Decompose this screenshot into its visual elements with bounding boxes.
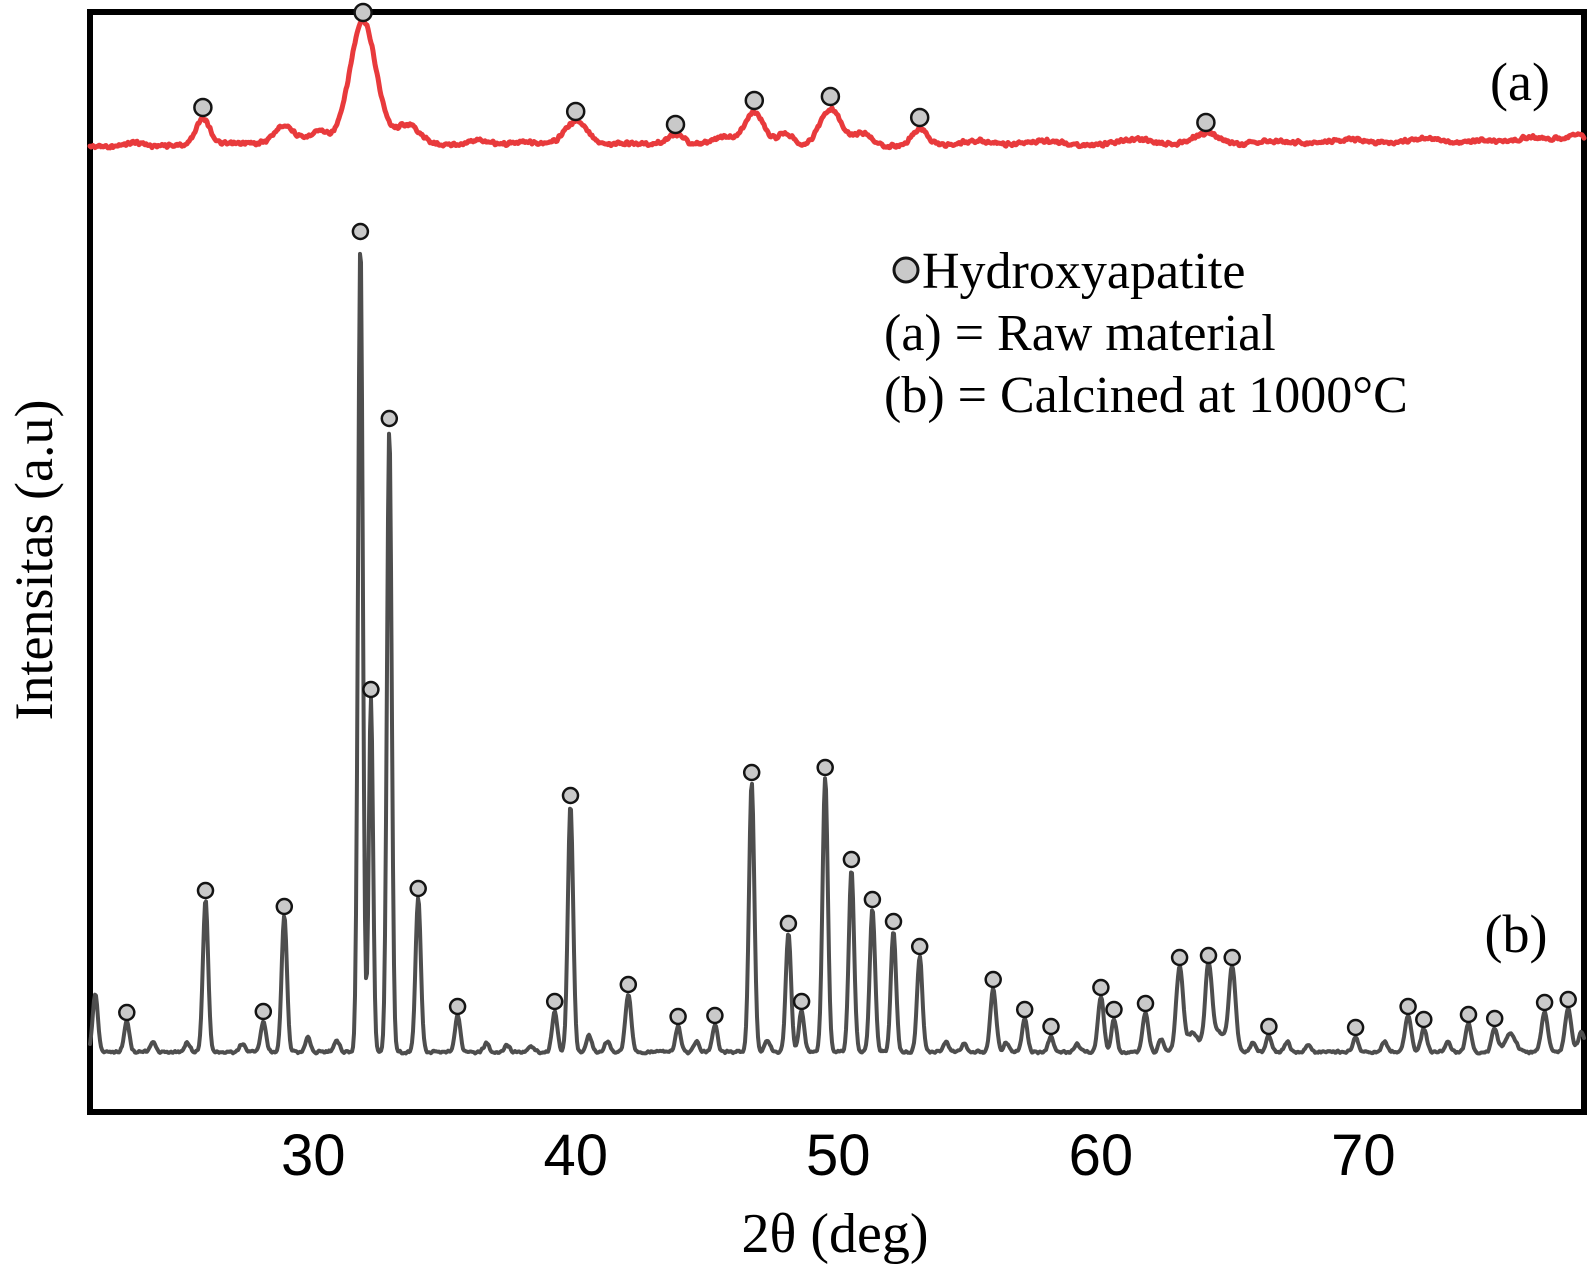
hydroxyapatite-peak-marker [884, 912, 903, 931]
x-tick-50: 50 [806, 1123, 871, 1188]
hydroxyapatite-peak-marker [353, 2, 373, 23]
curve-calcined-1000c [88, 251, 1586, 1056]
hydroxyapatite-peak-marker [820, 86, 841, 107]
hydroxyapatite-peak-marker [665, 114, 686, 135]
hydroxyapatite-peak-marker [1136, 994, 1155, 1013]
hydroxyapatite-peak-marker [1105, 1000, 1123, 1019]
hydroxyapatite-peak-marker [275, 897, 294, 916]
series-a-label: (a) [1490, 52, 1550, 112]
hydroxyapatite-peak-marker [1196, 112, 1216, 133]
hydroxyapatite-peak-marker [1559, 990, 1577, 1009]
hydroxyapatite-peak-marker [909, 107, 930, 128]
hydroxyapatite-peak-marker [1260, 1017, 1278, 1036]
curve-raw-material [87, 17, 1587, 151]
hydroxyapatite-peak-marker [193, 97, 213, 118]
hydroxyapatite-peak-marker [792, 992, 811, 1011]
hydroxyapatite-peak-marker [669, 1007, 687, 1026]
hydroxyapatite-peak-marker [1535, 993, 1554, 1012]
hydroxyapatite-peak-marker [1223, 948, 1241, 967]
x-axis-tick-labels: 30 40 50 60 70 [281, 1123, 1396, 1188]
hydroxyapatite-peak-marker [984, 970, 1002, 989]
hydroxyapatite-peak-marker [351, 222, 370, 241]
hydroxyapatite-peak-marker [196, 881, 215, 900]
legend-hydroxyapatite-label: Hydroxyapatite [922, 243, 1245, 300]
hydroxyapatite-peak-marker [118, 1003, 136, 1022]
hydroxyapatite-peak-marker [1346, 1018, 1365, 1037]
x-axis-title: 2θ (deg) [742, 1203, 929, 1265]
x-tick-60: 60 [1069, 1123, 1134, 1188]
hydroxyapatite-peak-marker [448, 997, 467, 1016]
x-tick-30: 30 [281, 1123, 346, 1188]
hydroxyapatite-peak-marker [1459, 1005, 1478, 1024]
hydroxyapatite-peak-marker [742, 763, 761, 782]
hydroxyapatite-peak-marker [816, 758, 834, 777]
hydroxyapatite-peak-marker [842, 850, 861, 869]
series-a-peak-markers [193, 2, 1216, 135]
hydroxyapatite-peak-marker [409, 879, 427, 898]
legend-raw-material-label: (a) = Raw material [884, 305, 1276, 362]
hydroxyapatite-peak-marker [545, 992, 564, 1011]
plot-frame [87, 9, 1587, 1115]
hydroxyapatite-peak-marker [1015, 1000, 1034, 1019]
hydroxyapatite-peak-marker [910, 937, 929, 956]
hydroxyapatite-peak-marker [706, 1006, 724, 1025]
hydroxyapatite-peak-marker [1399, 997, 1417, 1016]
hydroxyapatite-marker-icon [892, 256, 920, 284]
hydroxyapatite-peak-marker [1042, 1017, 1060, 1036]
series-b-label: (b) [1485, 904, 1548, 964]
hydroxyapatite-peak-marker [1485, 1009, 1504, 1028]
legend: Hydroxyapatite (a) = Raw material (b) = … [884, 243, 1408, 424]
legend-calcined-label: (b) = Calcined at 1000°C [884, 367, 1408, 424]
hydroxyapatite-peak-marker [565, 101, 586, 122]
series-b-peak-markers [118, 222, 1577, 1037]
hydroxyapatite-peak-marker [1170, 948, 1189, 967]
hydroxyapatite-peak-marker [863, 890, 882, 909]
hydroxyapatite-peak-marker [561, 786, 580, 805]
hydroxyapatite-peak-marker [779, 914, 798, 933]
hydroxyapatite-peak-marker [1415, 1010, 1433, 1029]
hydroxyapatite-peak-marker [1199, 946, 1218, 965]
hydroxyapatite-peak-marker [380, 409, 399, 428]
hydroxyapatite-peak-marker [254, 1002, 273, 1021]
hydroxyapatite-peak-marker [362, 680, 380, 699]
hydroxyapatite-peak-marker [619, 975, 638, 994]
x-tick-40: 40 [543, 1123, 608, 1188]
x-tick-70: 70 [1331, 1123, 1396, 1188]
hydroxyapatite-peak-marker [744, 90, 765, 111]
hydroxyapatite-peak-marker [1092, 978, 1110, 997]
y-axis-title: Intensitas (a.u) [4, 400, 64, 721]
